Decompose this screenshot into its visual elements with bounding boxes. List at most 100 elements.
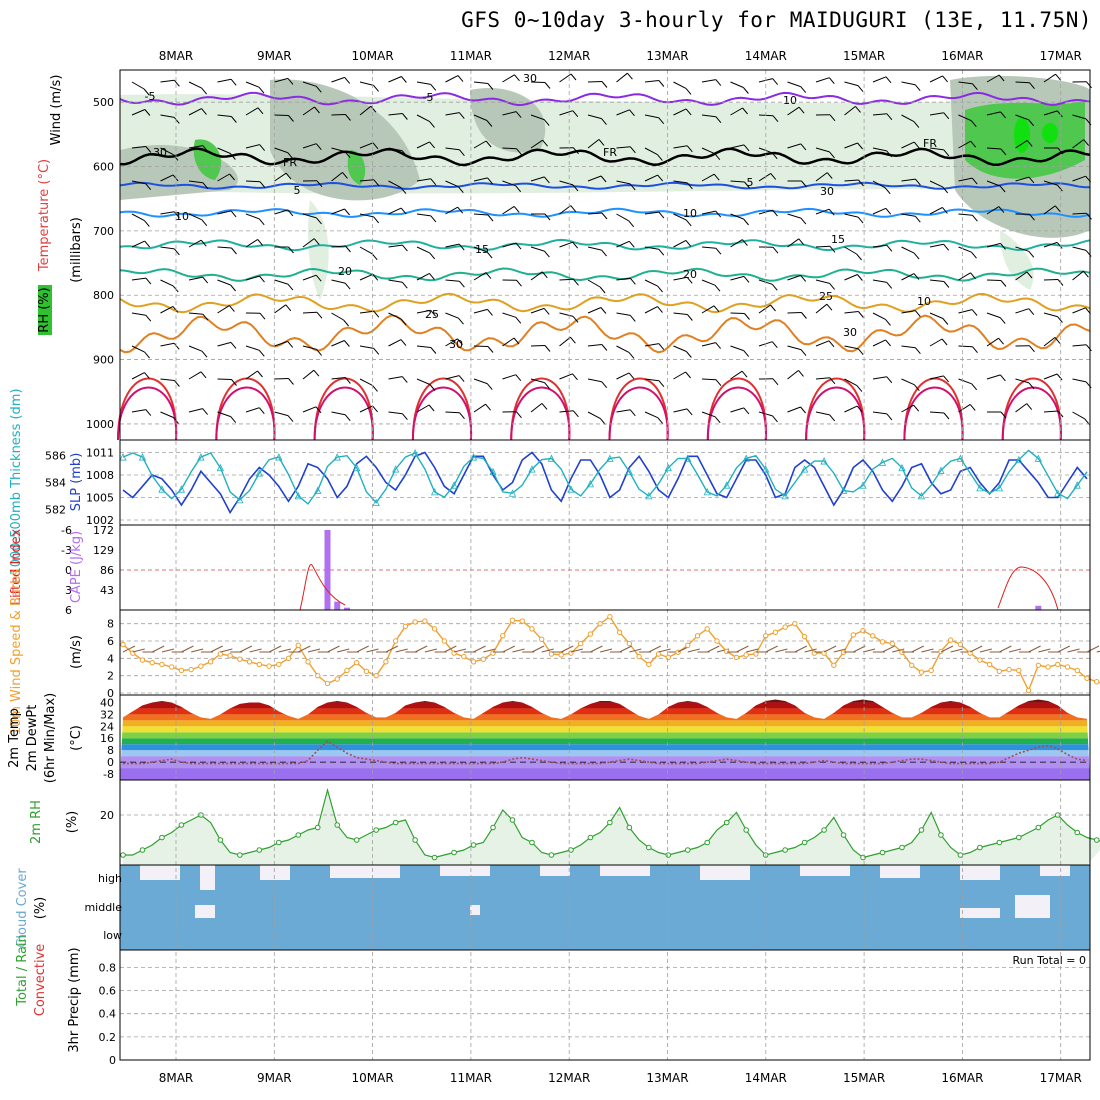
wind-barb-10m <box>950 648 963 653</box>
wind-barb-flag <box>516 279 522 287</box>
wind-barb-flag <box>370 105 377 113</box>
cloud-gap <box>140 865 180 880</box>
wind-barb <box>1072 378 1087 383</box>
wind-barb-flag <box>969 404 976 411</box>
date-label-top: 17MAR <box>1040 49 1082 63</box>
rh2m-point <box>431 854 438 861</box>
wind-speed-point <box>694 633 701 639</box>
wind-barb <box>473 246 488 253</box>
wind-barb <box>1015 403 1027 413</box>
wind-speed-point <box>246 659 253 665</box>
wind-barb-flag <box>999 317 1006 324</box>
thickness-point <box>859 481 867 489</box>
wind-speed-point <box>1045 664 1051 670</box>
wind-barb <box>502 147 517 150</box>
wind-speed-point <box>1064 664 1071 670</box>
wind-barb <box>245 107 259 116</box>
lifted-index-tick-label: -3 <box>61 544 72 557</box>
wind-speed-point <box>782 624 788 630</box>
contour-label: 25 <box>819 290 833 303</box>
rh2m-point <box>412 837 418 843</box>
wind-barb <box>530 176 545 182</box>
ylabel-temp2: 2m DewPt <box>25 705 40 772</box>
precip-tick-label: 0.2 <box>99 1031 117 1044</box>
wind-barb-flag <box>971 383 978 391</box>
wind-barb-flag <box>313 369 320 377</box>
ylabel-rh2m-units: (%) <box>65 811 80 834</box>
wind-barb <box>445 75 459 83</box>
wind-barb-flag <box>743 407 750 415</box>
thickness-point <box>353 463 361 472</box>
wind-barb-flag <box>858 179 864 187</box>
wind-barb-flag <box>174 79 180 87</box>
wind-barb <box>473 308 488 314</box>
wind-speed-point <box>607 614 613 620</box>
wind-barb-10m <box>775 648 788 653</box>
wind-barb-10m <box>366 648 379 653</box>
wind-barb-flag <box>544 213 551 221</box>
wind-barb <box>473 213 489 216</box>
wind-barb <box>302 369 315 380</box>
wind-barb <box>388 76 402 83</box>
wind-barb <box>131 109 146 116</box>
wind-barb-flag <box>744 181 750 189</box>
wind-barb <box>302 106 315 116</box>
wind-barb <box>331 279 346 284</box>
wind-speed-point <box>168 664 175 670</box>
cloud-gap <box>440 865 490 876</box>
wind-barb <box>815 172 828 182</box>
wind-barb <box>473 272 487 281</box>
wind-barb-flag <box>1057 316 1063 323</box>
wind-barb <box>730 213 744 220</box>
surface-contour <box>411 386 472 441</box>
pressure-tick-label: 900 <box>93 354 114 367</box>
wind-barb-flag <box>459 149 465 157</box>
cloud-gap <box>800 865 850 876</box>
thickness-point <box>391 465 400 473</box>
cloud-level-label: high <box>98 872 122 885</box>
wind-barb-flag <box>658 211 665 219</box>
wind-barb <box>502 242 517 248</box>
wind-barb <box>160 79 175 83</box>
wind-barb <box>331 208 345 215</box>
thickness-point <box>1054 489 1062 497</box>
wind-barb-flag <box>829 114 836 122</box>
wind-barb-flag <box>857 85 864 92</box>
wind-barb-flag <box>570 336 576 344</box>
wind-speed-point <box>529 626 535 632</box>
wind-barb-flag <box>771 152 778 160</box>
wind-barb-flag <box>715 379 722 387</box>
wind-barb-flag <box>541 271 548 279</box>
wind-barb-flag <box>513 206 520 213</box>
wind-barb-flag <box>886 113 893 121</box>
wind-barb <box>217 341 232 347</box>
wind-barb <box>1015 308 1029 314</box>
wind-barb <box>359 142 374 149</box>
wind-barb-flag <box>573 410 579 418</box>
wind-barb <box>274 411 289 417</box>
wind-barb-flag <box>828 340 835 348</box>
wind-barb-flag <box>657 154 663 161</box>
wind-barb-flag <box>629 183 636 191</box>
wind-barb <box>359 273 374 281</box>
wind-barb-flag <box>798 370 804 377</box>
wind-barb <box>245 370 258 380</box>
isotherm-line <box>119 207 1091 218</box>
wind-barb <box>245 213 260 220</box>
wind-barb <box>872 207 887 215</box>
wind-barb <box>359 105 372 116</box>
surface-contour <box>215 386 276 441</box>
wind-barb <box>787 143 802 149</box>
wind-barb-flag <box>741 370 748 378</box>
wind-barb <box>844 405 858 413</box>
wind-speed-point <box>850 632 857 638</box>
wind-barb <box>274 172 287 182</box>
rh2m-point <box>120 852 126 858</box>
wind-barb-flag <box>486 383 493 390</box>
wind-barb-flag <box>373 310 380 318</box>
wind-barb-10m <box>239 645 253 653</box>
wind-barb <box>616 409 631 413</box>
wind-speed-point <box>1074 667 1080 674</box>
lifted-index-tick-label: 0 <box>65 564 72 577</box>
thickness-point <box>800 465 809 473</box>
